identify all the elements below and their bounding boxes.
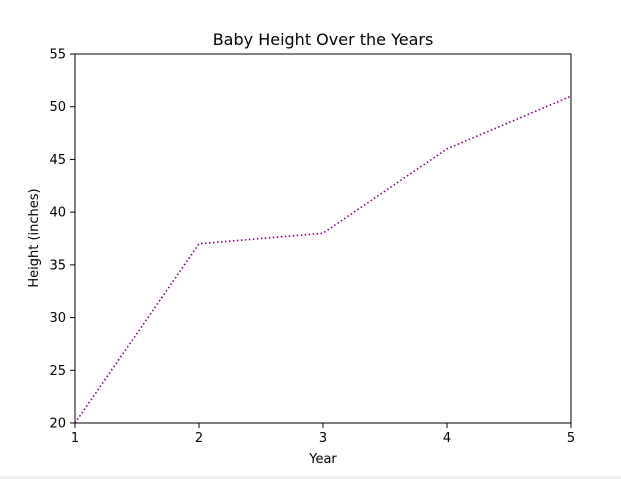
plot-frame (74, 53, 572, 424)
window-bottom-edge (0, 476, 621, 479)
chart-title: Baby Height Over the Years (213, 30, 434, 49)
y-tick-label-30: 30 (49, 311, 66, 326)
x-tick-label-2: 2 (195, 431, 203, 446)
y-tick-label-45: 45 (49, 153, 66, 168)
x-tick-label-4: 4 (443, 431, 451, 446)
x-tick-label-3: 3 (319, 431, 327, 446)
y-tick-label-55: 55 (49, 48, 66, 63)
y-axis-label: Height (inches) (27, 188, 42, 287)
y-tick-label-20: 20 (49, 417, 66, 432)
y-tick-label-50: 50 (49, 100, 66, 115)
x-tick-label-5: 5 (567, 431, 575, 446)
x-axis-label: Year (308, 452, 337, 467)
x-tick-label-1: 1 (71, 431, 79, 446)
y-tick-label-40: 40 (49, 206, 66, 221)
series-line-1 (74, 95, 572, 424)
y-tick-label-25: 25 (49, 364, 66, 379)
y-tick-label-35: 35 (49, 258, 66, 273)
